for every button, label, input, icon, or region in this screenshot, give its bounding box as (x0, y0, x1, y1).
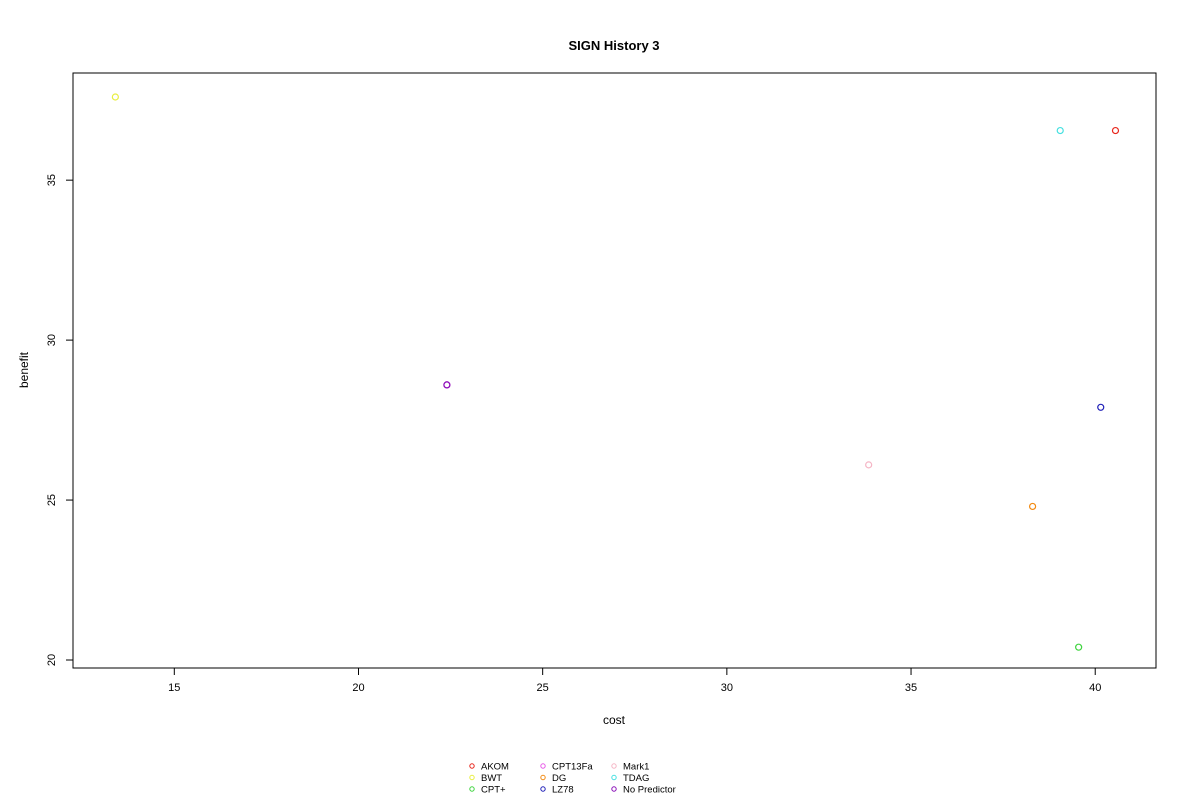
legend-item: DG (540, 773, 566, 784)
x-axis: 15 20 25 30 35 40 (168, 667, 1101, 694)
legend-item: No Predictor (611, 785, 676, 796)
legend-label: CPT+ (481, 785, 506, 796)
data-point (1075, 643, 1083, 651)
legend-marker (540, 763, 546, 769)
data-point (1056, 126, 1064, 135)
legend-marker (611, 786, 617, 792)
x-axis-label: cost (603, 713, 626, 727)
legend-label: Mark1 (623, 762, 649, 773)
data-point (1111, 126, 1120, 135)
x-tick-label: 30 (721, 682, 733, 694)
data-point (111, 93, 119, 101)
legend-marker (469, 786, 475, 792)
x-tick-label: 20 (352, 682, 364, 694)
legend-marker (611, 774, 617, 781)
legend-marker (469, 763, 475, 769)
legend-marker (540, 786, 546, 792)
legend-label: CPT13Fa (552, 762, 593, 773)
y-tick-label: 35 (46, 174, 58, 186)
y-tick-label: 25 (46, 494, 58, 506)
legend-item: TDAG (611, 773, 649, 784)
legend-marker (540, 774, 546, 781)
y-axis-label: benefit (17, 351, 31, 388)
data-point (1097, 403, 1105, 411)
legend-label: BWT (481, 773, 502, 784)
legend-item: BWT (469, 773, 502, 784)
y-axis: 20 25 30 35 (46, 174, 74, 666)
x-tick-label: 35 (905, 682, 917, 694)
legend-marker (611, 763, 617, 769)
data-point (865, 461, 873, 469)
data-point (1028, 502, 1037, 511)
legend-item: CPT13Fa (540, 762, 593, 773)
x-tick-label: 25 (537, 682, 549, 694)
legend-item: Mark1 (611, 762, 649, 773)
y-tick-label: 20 (46, 654, 58, 666)
legend-label: TDAG (623, 773, 649, 784)
x-tick-label: 40 (1089, 682, 1101, 694)
legend-label: No Predictor (623, 785, 676, 796)
legend-marker (469, 774, 475, 781)
legend-item: CPT+ (469, 785, 506, 796)
y-tick-label: 30 (46, 334, 58, 346)
legend-item: LZ78 (540, 785, 574, 796)
legend-item: AKOM (469, 762, 509, 773)
legend-label: AKOM (481, 762, 509, 773)
chart-title: SIGN History 3 (568, 38, 659, 53)
data-point (443, 381, 451, 389)
x-tick-label: 15 (168, 682, 180, 694)
legend-label: LZ78 (552, 785, 574, 796)
data-points (111, 93, 1120, 651)
legend-label: DG (552, 773, 566, 784)
